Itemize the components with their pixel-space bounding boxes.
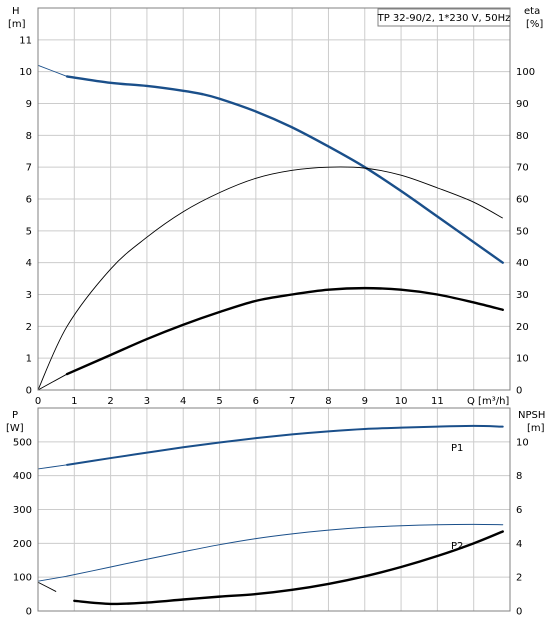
bottom-series-0	[66, 424, 504, 466]
top-grid	[38, 7, 510, 390]
bottom-y-right-tick: 2	[516, 573, 522, 584]
top-series-0	[65, 75, 504, 264]
bottom-y-left-tick: 500	[13, 437, 32, 448]
top-y-left-tick: 4	[26, 258, 32, 269]
bottom-y-right-label: NPSH	[518, 410, 545, 421]
bottom-y-left-unit: [W]	[6, 423, 24, 434]
bottom-y-right-unit: [m]	[527, 423, 545, 434]
bottom-y-right-tick: 8	[516, 471, 522, 482]
top-y-right-tick: 90	[516, 99, 529, 110]
bottom-y-right-tick: 10	[516, 437, 529, 448]
top-y-right-label: eta	[524, 6, 540, 17]
top-y-left-tick: 9	[26, 99, 32, 110]
top-y-right-unit: [%]	[526, 19, 543, 30]
top-series-1	[37, 166, 503, 391]
top-y-right-tick: 40	[516, 258, 529, 269]
top-y-left-tick: 1	[26, 354, 32, 365]
bottom-tick-labels: 0 100 200 300 400 500 0 2 4 6 8 10	[13, 437, 529, 617]
bottom-y-left-tick: 100	[13, 573, 32, 584]
top-x-tick: 10	[395, 396, 408, 407]
bottom-series-0-lead	[37, 464, 68, 470]
top-series-layer	[37, 64, 504, 391]
top-y-left-label: H	[12, 6, 20, 17]
top-y-right-tick: 0	[516, 386, 522, 397]
top-y-right-tick: 70	[516, 163, 529, 174]
bottom-y-right-tick: 0	[516, 607, 522, 618]
top-x-tick: 3	[144, 396, 150, 407]
bottom-series-2-lead	[37, 581, 57, 592]
top-x-tick: 11	[431, 396, 444, 407]
top-y-right-tick: 30	[516, 290, 529, 301]
top-x-tick: 5	[216, 396, 222, 407]
top-tick-labels: 0 1 2 3 4 5 6 7 8 9 10 11 0 10 20 30 40 50 60 70 80 90 100 0 1 2 3…	[19, 35, 535, 407]
top-x-tick: 2	[107, 396, 113, 407]
top-y-left-tick: 11	[19, 35, 32, 46]
top-y-left-unit: [m]	[8, 19, 26, 30]
top-x-tick: 1	[71, 396, 77, 407]
top-x-tick: 0	[35, 396, 41, 407]
bottom-y-left-tick: 0	[26, 607, 32, 618]
legend-p2: P2	[451, 541, 463, 552]
bottom-y-left-tick: 400	[13, 471, 32, 482]
top-series-2	[65, 286, 504, 376]
top-x-tick: 7	[289, 396, 295, 407]
top-x-tick: 8	[325, 396, 331, 407]
top-y-right-tick: 10	[516, 354, 529, 365]
top-y-left-tick: 10	[19, 67, 32, 78]
top-y-left-tick: 5	[26, 226, 32, 237]
bottom-series-2	[73, 530, 504, 606]
bottom-chart: 0 100 200 300 400 500 0 2 4 6 8 10 P [W] NPSH [m] P…	[6, 407, 545, 618]
top-y-left-tick: 3	[26, 290, 32, 301]
bottom-y-left-tick: 200	[13, 539, 32, 550]
legend-p1: P1	[451, 443, 463, 454]
top-y-left-tick: 2	[26, 322, 32, 333]
top-x-tick: 4	[180, 396, 186, 407]
top-y-left-tick: 6	[26, 195, 32, 206]
top-chart: 0 1 2 3 4 5 6 7 8 9 10 11 0 10 20 30 40 50 60 70 80 90 100 0 1 2 3…	[8, 6, 543, 407]
bottom-y-right-tick: 6	[516, 505, 522, 516]
bottom-series-1	[66, 523, 504, 577]
top-x-tick: 6	[253, 396, 259, 407]
bottom-plot-frame	[37, 407, 511, 612]
top-y-right-tick: 20	[516, 322, 529, 333]
top-y-right-tick: 80	[516, 131, 529, 142]
top-y-left-tick: 8	[26, 131, 32, 142]
bottom-series-layer	[37, 424, 504, 606]
top-x-label-mask	[466, 394, 508, 406]
top-y-right-tick: 50	[516, 226, 529, 237]
top-title-box	[377, 8, 511, 27]
bottom-y-left-tick: 300	[13, 505, 32, 516]
top-series-0-lead	[37, 64, 68, 77]
top-y-right-tick: 100	[516, 67, 535, 78]
top-plot-frame	[37, 7, 511, 391]
bottom-grid	[38, 407, 510, 611]
top-x-tick: 9	[362, 396, 368, 407]
top-y-right-tick: 60	[516, 195, 529, 206]
bottom-series-1-lead	[37, 575, 68, 582]
bottom-y-left-label: P	[12, 410, 18, 421]
top-chart-title: TP 32-90/2, 1*230 V, 50Hz	[377, 13, 511, 24]
bottom-y-right-tick: 4	[516, 539, 522, 550]
top-x-axis-label: Q [m³/h]	[467, 396, 509, 407]
top-series-2-lead	[37, 373, 68, 391]
top-y-left-tick: 7	[26, 163, 32, 174]
top-y-left-tick: 0	[26, 386, 32, 397]
